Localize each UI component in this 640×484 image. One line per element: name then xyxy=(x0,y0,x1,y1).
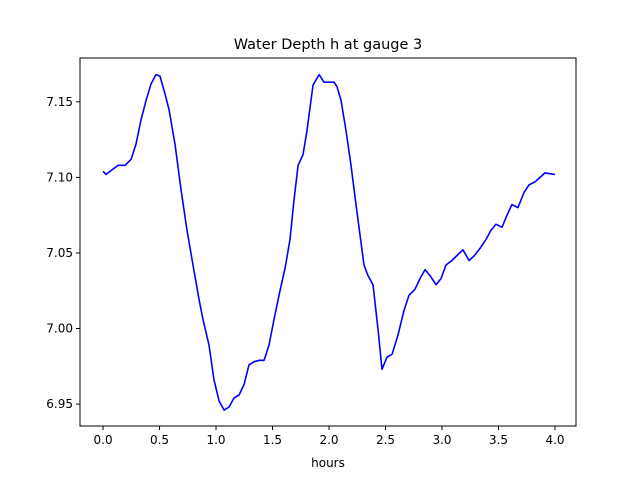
y-tick-label: 6.95 xyxy=(46,397,73,411)
series-line-h xyxy=(102,73,556,411)
y-tick-label: 7.00 xyxy=(46,322,73,336)
x-tick-label: 1.0 xyxy=(206,433,225,447)
x-tick-label: 0.0 xyxy=(94,433,113,447)
series-line-group xyxy=(102,73,556,411)
y-tick-label: 7.15 xyxy=(46,95,73,109)
x-axis-ticks: 0.0 0.5 1.0 1.5 2.0 2.5 3.0 3.5 4.0 xyxy=(94,426,565,447)
y-axis-ticks: 6.95 7.00 7.05 7.10 7.15 xyxy=(46,95,80,411)
x-tick-label: 2.0 xyxy=(319,433,338,447)
x-tick-label: 1.5 xyxy=(263,433,282,447)
x-axis-label: hours xyxy=(311,456,345,470)
x-tick-label: 2.5 xyxy=(376,433,395,447)
x-tick-label: 3.5 xyxy=(489,433,508,447)
x-tick-label: 0.5 xyxy=(150,433,169,447)
x-tick-label: 3.0 xyxy=(432,433,451,447)
y-tick-label: 7.10 xyxy=(46,170,73,184)
plot-frame xyxy=(79,57,577,427)
y-tick-label: 7.05 xyxy=(46,246,73,260)
x-tick-label: 4.0 xyxy=(545,433,564,447)
chart-title: Water Depth h at gauge 3 xyxy=(234,37,422,53)
